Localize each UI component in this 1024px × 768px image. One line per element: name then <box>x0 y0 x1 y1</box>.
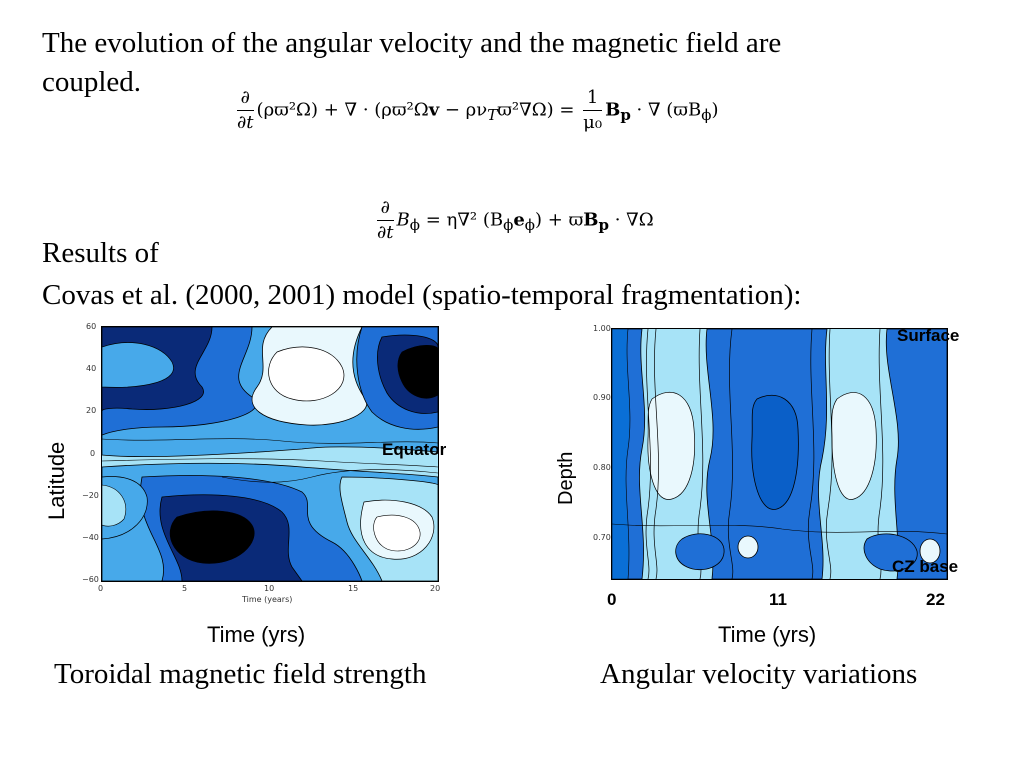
time-derivative: ∂ ∂t <box>377 197 394 243</box>
ytick-label: 40 <box>86 364 97 373</box>
inverse-mu: 1 μ₀ <box>583 87 603 133</box>
inner-axis-label: Time (years) <box>242 595 293 604</box>
xtick-label: 11 <box>769 590 787 609</box>
ytick-label: 0.70 <box>593 533 611 542</box>
intro-line-1: The evolution of the angular velocity an… <box>42 27 782 59</box>
cz-base-annotation: CZ base <box>892 557 959 576</box>
left-plot-ylabel: Latitude <box>44 441 69 520</box>
xtick-label: 20 <box>430 584 441 593</box>
ytick-label: 1.00 <box>593 324 611 333</box>
xtick-label: 22 <box>926 590 945 609</box>
equator-annotation: Equator <box>382 440 447 459</box>
ytick-label: 0.80 <box>593 463 611 472</box>
equation-magnetic-field: ∂ ∂t Bϕ = η∇² (Bϕeϕ) + ϖBp · ∇Ω <box>377 197 654 243</box>
ytick-label: −60 <box>82 575 99 584</box>
xtick-label: 0 <box>98 584 104 593</box>
ytick-label: −40 <box>82 533 99 542</box>
ytick-label: 20 <box>86 406 97 415</box>
equation-angular-velocity: ∂ ∂t (ρϖ²Ω) + ∇ · (ρϖ²Ωv − ρνTϖ²∇Ω) = 1 … <box>237 87 719 133</box>
left-plot-caption: Toroidal magnetic field strength <box>54 658 427 690</box>
xtick-label: 10 <box>264 584 275 593</box>
time-derivative: ∂ ∂t <box>237 87 254 133</box>
surface-annotation: Surface <box>897 326 960 345</box>
ytick-label: 60 <box>86 322 97 331</box>
angular-velocity-contour-plot <box>611 328 948 580</box>
ytick-label: −20 <box>82 491 99 500</box>
ytick-label: 0 <box>90 449 96 458</box>
xtick-label: 0 <box>607 590 617 609</box>
xtick-label: 5 <box>182 584 188 593</box>
intro-text: The evolution of the angular velocity an… <box>42 24 942 102</box>
toroidal-field-contour-plot <box>101 326 439 582</box>
results-text: Results of Covas et al. (2000, 2001) mod… <box>42 232 1002 316</box>
ytick-label: 0.90 <box>593 393 611 402</box>
xtick-label: 15 <box>348 584 359 593</box>
right-plot-ylabel: Depth <box>555 451 577 505</box>
angular-velocity-contours <box>612 329 947 579</box>
toroidal-field-contours <box>102 327 438 581</box>
results-line-2: Covas et al. (2000, 2001) model (spatio-… <box>42 279 802 311</box>
left-plot-xlabel: Time (yrs) <box>207 622 306 647</box>
results-line-1: Results of <box>42 237 159 269</box>
right-plot-caption: Angular velocity variations <box>600 658 918 690</box>
intro-line-2: coupled. <box>42 66 142 98</box>
right-plot-xlabel: Time (yrs) <box>718 622 817 647</box>
